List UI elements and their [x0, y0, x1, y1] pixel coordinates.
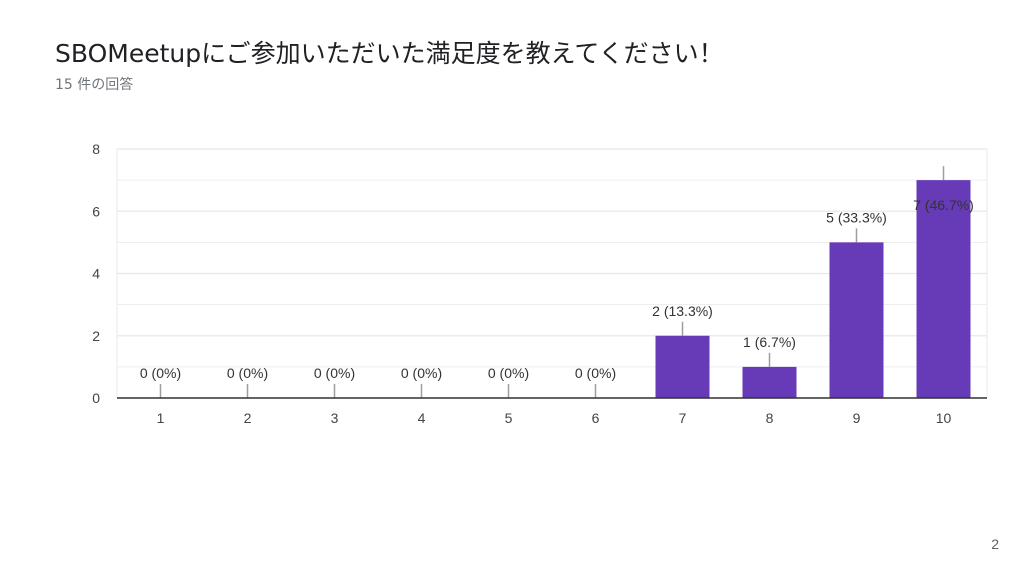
x-tick-label: 8 — [766, 410, 774, 426]
x-tick-label: 7 — [679, 410, 687, 426]
x-tick-label: 2 — [244, 410, 252, 426]
y-tick-label: 2 — [92, 328, 100, 344]
data-label: 0 (0%) — [314, 365, 355, 381]
bar — [742, 366, 797, 398]
data-label: 5 (33.3%) — [826, 209, 887, 225]
page-number: 2 — [991, 536, 999, 552]
x-tick-label: 10 — [936, 410, 952, 426]
data-label: 0 (0%) — [401, 365, 442, 381]
data-label: 2 (13.3%) — [652, 303, 713, 319]
bar — [829, 242, 884, 398]
y-tick-label: 8 — [92, 141, 100, 157]
x-tick-label: 6 — [592, 410, 600, 426]
x-tick-label: 5 — [505, 410, 513, 426]
data-label: 0 (0%) — [227, 365, 268, 381]
data-label: 0 (0%) — [575, 365, 616, 381]
y-tick-label: 6 — [92, 203, 100, 219]
chart-title: SBOMeetupにご参加いただいた満足度を教えてください！ — [55, 39, 724, 68]
x-tick-label: 4 — [418, 410, 426, 426]
x-tick-label: 3 — [331, 410, 339, 426]
data-label: 1 (6.7%) — [743, 334, 796, 350]
y-tick-label: 4 — [92, 266, 100, 282]
bar — [655, 335, 710, 398]
data-label: 0 (0%) — [140, 365, 181, 381]
x-tick-label: 1 — [157, 410, 165, 426]
bar — [916, 180, 971, 398]
y-tick-label: 0 — [92, 390, 100, 406]
data-label: 0 (0%) — [488, 365, 529, 381]
x-tick-label: 9 — [853, 410, 861, 426]
data-label: 7 (46.7%) — [913, 197, 974, 213]
response-count: 15 件の回答 — [55, 77, 134, 93]
